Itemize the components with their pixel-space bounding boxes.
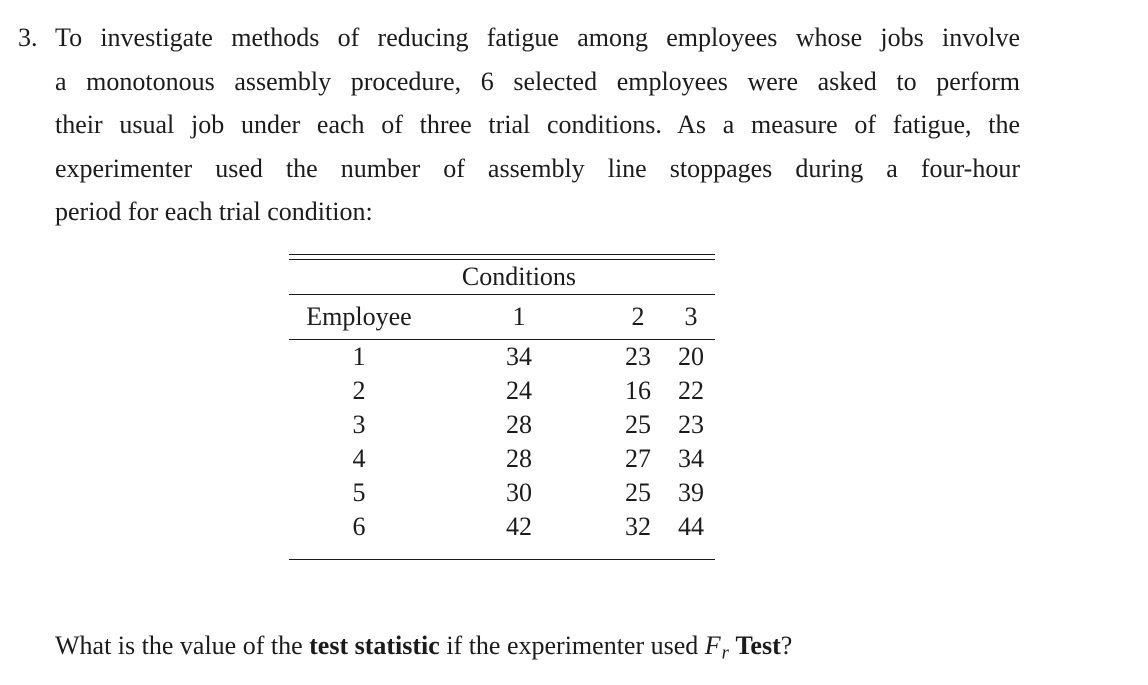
table-row: 3 28 25 23 — [289, 408, 715, 442]
question-line: What is the value of the test statistic … — [55, 624, 1095, 675]
table-cell: 22 — [678, 376, 704, 405]
table-cell: 1 — [352, 342, 366, 371]
statement-line: experimenter used the number of assembly… — [55, 153, 1020, 183]
table-top-double-rule — [289, 254, 715, 260]
table-cell: 25 — [625, 478, 651, 507]
table-cell: 25 — [625, 410, 651, 439]
table-cell: 27 — [625, 444, 651, 473]
empty-cell — [667, 260, 715, 295]
statement-line: a monotonous assembly procedure, 6 selec… — [55, 66, 1020, 96]
question-text-segment: if the experimenter used — [439, 631, 705, 660]
table-cell: 6 — [352, 512, 366, 541]
table-cell: 34 — [506, 342, 532, 371]
table-row: 5 30 25 39 — [289, 476, 715, 510]
table-cell: 5 — [352, 478, 366, 507]
table-bottom-rule — [289, 544, 715, 560]
table-cell: 24 — [506, 376, 532, 405]
table-cell: 3 — [352, 410, 366, 439]
table-cell: 23 — [678, 410, 704, 439]
group-header-row: Conditions — [289, 260, 715, 295]
question-text-segment: ? — [780, 631, 793, 660]
item-number: 3. — [18, 23, 38, 52]
column-header-condition-1: 1 — [429, 294, 609, 340]
conditions-table: Conditions Employee 1 2 3 1 34 23 20 2 24 16 22… — [289, 254, 715, 560]
column-header-condition-2: 2 — [609, 294, 667, 340]
table-cell: 20 — [678, 342, 704, 371]
table-row: 2 24 16 22 — [289, 374, 715, 408]
question-text-segment: r — [721, 642, 729, 664]
table-cell: 28 — [506, 444, 532, 473]
problem-statement: To investigate methods of reducing fatig… — [55, 16, 1020, 234]
table-cell: 39 — [678, 478, 704, 507]
table-cell: 30 — [506, 478, 532, 507]
table-cell: 32 — [625, 512, 651, 541]
statement-line: period for each trial condition: — [55, 197, 373, 226]
question-text-segment: test statistic — [309, 631, 440, 660]
table-cell: 28 — [506, 410, 532, 439]
statement-line: their usual job under each of three tria… — [55, 110, 1020, 139]
group-header-cell: Conditions — [429, 260, 609, 295]
empty-cell — [609, 260, 667, 295]
table-cell: 44 — [678, 512, 704, 541]
column-header-condition-3: 3 — [667, 294, 715, 340]
table-cell: 4 — [352, 444, 366, 473]
column-header-row: Employee 1 2 3 — [289, 294, 715, 340]
question-text-segment: Test — [735, 631, 781, 660]
table-row: 1 34 23 20 — [289, 340, 715, 375]
table-cell: 42 — [506, 512, 532, 541]
table-cell: 34 — [678, 444, 704, 473]
empty-cell — [289, 544, 715, 560]
problem-item: 3. To investigate methods of reducing fa… — [18, 16, 1020, 234]
column-header-employee: Employee — [289, 294, 429, 340]
question-text-segment: What is the value of the — [55, 631, 310, 660]
table-cell: 23 — [625, 342, 651, 371]
table-row: 6 42 32 44 — [289, 510, 715, 544]
table-row: 4 28 27 34 — [289, 442, 715, 476]
statement-line: To investigate methods of reducing fatig… — [55, 23, 1020, 52]
empty-cell — [289, 260, 429, 295]
data-table: Conditions Employee 1 2 3 1 34 23 20 2 24 16 22… — [289, 260, 715, 560]
table-cell: 2 — [352, 376, 366, 405]
question-text-segment: F — [704, 631, 721, 660]
table-cell: 16 — [625, 376, 651, 405]
